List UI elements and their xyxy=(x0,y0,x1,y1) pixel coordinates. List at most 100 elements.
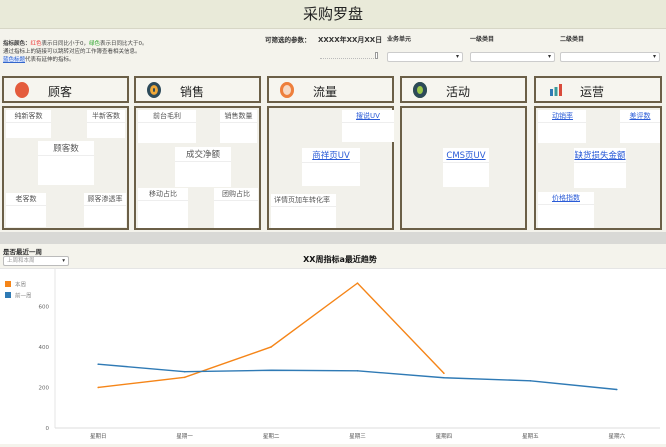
category1-select[interactable] xyxy=(470,52,555,62)
traffic-panel: 搜说UV 商祥页UV 详情页加车转化率 xyxy=(267,106,394,230)
metric-label: 半新客数 xyxy=(87,110,125,123)
recent-week-select[interactable]: 上周和本周 xyxy=(3,256,69,266)
metric-link[interactable]: 搜说UV xyxy=(342,110,394,123)
metric-card[interactable]: 顾客数 xyxy=(38,141,94,185)
x-tick-label: 星期一 xyxy=(176,433,193,440)
business-unit-select[interactable] xyxy=(387,52,463,62)
page-title: 采购罗盘 xyxy=(0,0,666,29)
section-header-operations[interactable]: 运营 xyxy=(534,76,662,103)
data-point xyxy=(97,363,100,365)
metric-label: 前台毛利 xyxy=(138,110,196,123)
metric-card[interactable]: 动销率 xyxy=(538,110,586,143)
data-point xyxy=(183,370,186,373)
metric-label: 销售数量 xyxy=(220,110,257,123)
y-tick-label: 200 xyxy=(39,385,50,391)
data-point xyxy=(97,386,100,389)
chart-title: XX周指标a最近趋势 xyxy=(303,255,377,264)
metric-card[interactable]: 半新客数 xyxy=(87,110,125,138)
data-point xyxy=(615,388,618,391)
color-legend-note: 指标颜色：红色表示日同比小于0，绿色表示日同比大于0。 通过指标上的链接可以跳转… xyxy=(3,40,148,64)
metric-label: 纯新客数 xyxy=(6,110,51,123)
sales-document-icon xyxy=(147,81,161,98)
data-point xyxy=(443,376,445,379)
series-line-0 xyxy=(98,282,445,389)
legend-label: 本周 xyxy=(15,281,26,289)
metric-card[interactable]: 团购占比 xyxy=(214,188,258,228)
metric-card[interactable]: 成交净额 xyxy=(175,147,231,187)
metric-label: 成交净额 xyxy=(175,147,231,162)
metric-card[interactable]: 顾客渗透率 xyxy=(84,193,126,227)
section-header-sales[interactable]: 销售 xyxy=(134,76,261,103)
x-tick-label: 星期五 xyxy=(522,433,539,440)
metric-link[interactable]: 缺货损失金额 xyxy=(574,148,626,163)
metric-card[interactable]: 价格指数 xyxy=(538,192,594,228)
metric-card[interactable]: 移动占比 xyxy=(138,188,188,228)
note-prefix: 指标颜色： xyxy=(3,41,31,47)
x-tick-label: 星期四 xyxy=(436,433,453,440)
metric-label: 团购占比 xyxy=(214,188,258,201)
bar-chart-icon xyxy=(550,83,562,96)
category1-label: 一级类目 xyxy=(470,36,495,43)
y-tick-label: 600 xyxy=(39,304,50,310)
metric-label: 顾客数 xyxy=(38,141,94,156)
metric-card[interactable]: 搜说UV xyxy=(342,110,394,142)
metric-card[interactable]: 差评数 xyxy=(620,110,660,143)
legend-swatch xyxy=(5,292,11,298)
legend-label: 前一周 xyxy=(15,292,32,300)
business-unit-label: 业务单元 xyxy=(387,36,412,43)
customer-avatar-icon xyxy=(15,81,29,98)
section-header-activity[interactable]: 活动 xyxy=(400,76,527,103)
legend-swatch xyxy=(5,281,11,287)
date-label: XXXX年XX月XX日 xyxy=(318,36,383,44)
data-point xyxy=(356,370,359,372)
metric-link[interactable]: 价格指数 xyxy=(538,192,594,205)
operations-panel: 动销率 差评数 缺货损失金额 价格指数 xyxy=(534,106,662,230)
recent-week-label: 是否最近一周 xyxy=(3,248,42,256)
metric-label: 详情页加车转化率 xyxy=(271,194,336,207)
date-slider[interactable] xyxy=(320,52,378,59)
note-green: 绿色 xyxy=(89,41,101,47)
x-tick-label: 星期二 xyxy=(263,433,280,440)
sales-panel: 前台毛利 销售数量 成交净额 移动占比 团购占比 xyxy=(134,106,261,230)
metric-card[interactable]: 销售数量 xyxy=(220,110,257,143)
data-point xyxy=(529,379,532,382)
section-title: 流量 xyxy=(313,85,338,99)
note-line2: 通过指标上的链接可以跳转对应的工作簿查看相关信息。 xyxy=(3,49,141,55)
category2-select[interactable] xyxy=(560,52,660,62)
metric-label: 顾客渗透率 xyxy=(84,193,126,206)
activity-gift-icon xyxy=(413,81,427,98)
data-point xyxy=(270,369,272,372)
trend-chart: 0 200 400 600 星期日 星期一 星期二 星期三 星期四 星期五 星期六 本周 前一周 xyxy=(0,268,666,444)
metric-card[interactable]: 缺货损失金额 xyxy=(574,148,626,188)
section-header-traffic[interactable]: 流量 xyxy=(267,76,394,103)
data-point xyxy=(356,282,359,284)
metric-card[interactable]: 老客数 xyxy=(6,193,46,227)
traffic-browser-icon xyxy=(280,81,294,98)
metric-card[interactable]: 详情页加车转化率 xyxy=(271,194,336,228)
data-point xyxy=(183,376,186,379)
metric-card[interactable]: 纯新客数 xyxy=(6,110,51,138)
metric-card[interactable]: 商祥页UV xyxy=(302,148,360,186)
metric-link[interactable]: 差评数 xyxy=(620,110,660,123)
note-mid1: 表示日同比小于0， xyxy=(41,41,90,47)
metric-link[interactable]: 动销率 xyxy=(538,110,586,123)
series-line-1 xyxy=(98,363,617,391)
note-blue: 蓝色标题 xyxy=(3,57,26,63)
metric-card[interactable]: CMS页UV xyxy=(443,148,489,187)
section-title: 活动 xyxy=(446,85,471,99)
x-tick-label: 星期六 xyxy=(609,432,626,440)
metric-link[interactable]: 商祥页UV xyxy=(302,148,360,163)
x-tick-label: 星期日 xyxy=(90,433,107,440)
data-point xyxy=(270,346,272,348)
section-title: 销售 xyxy=(180,85,205,99)
note-mid2: 表示日同比大于0。 xyxy=(100,41,148,47)
metric-card[interactable]: 前台毛利 xyxy=(138,110,196,143)
category2-label: 二级类目 xyxy=(560,36,585,43)
data-point xyxy=(443,372,445,375)
customer-panel: 纯新客数 半新客数 顾客数 老客数 顾客渗透率 xyxy=(2,106,129,230)
metric-link[interactable]: CMS页UV xyxy=(443,148,489,163)
slider-thumb[interactable] xyxy=(375,52,378,59)
section-title: 运营 xyxy=(580,85,605,99)
section-header-customer[interactable]: 顾客 xyxy=(2,76,129,103)
